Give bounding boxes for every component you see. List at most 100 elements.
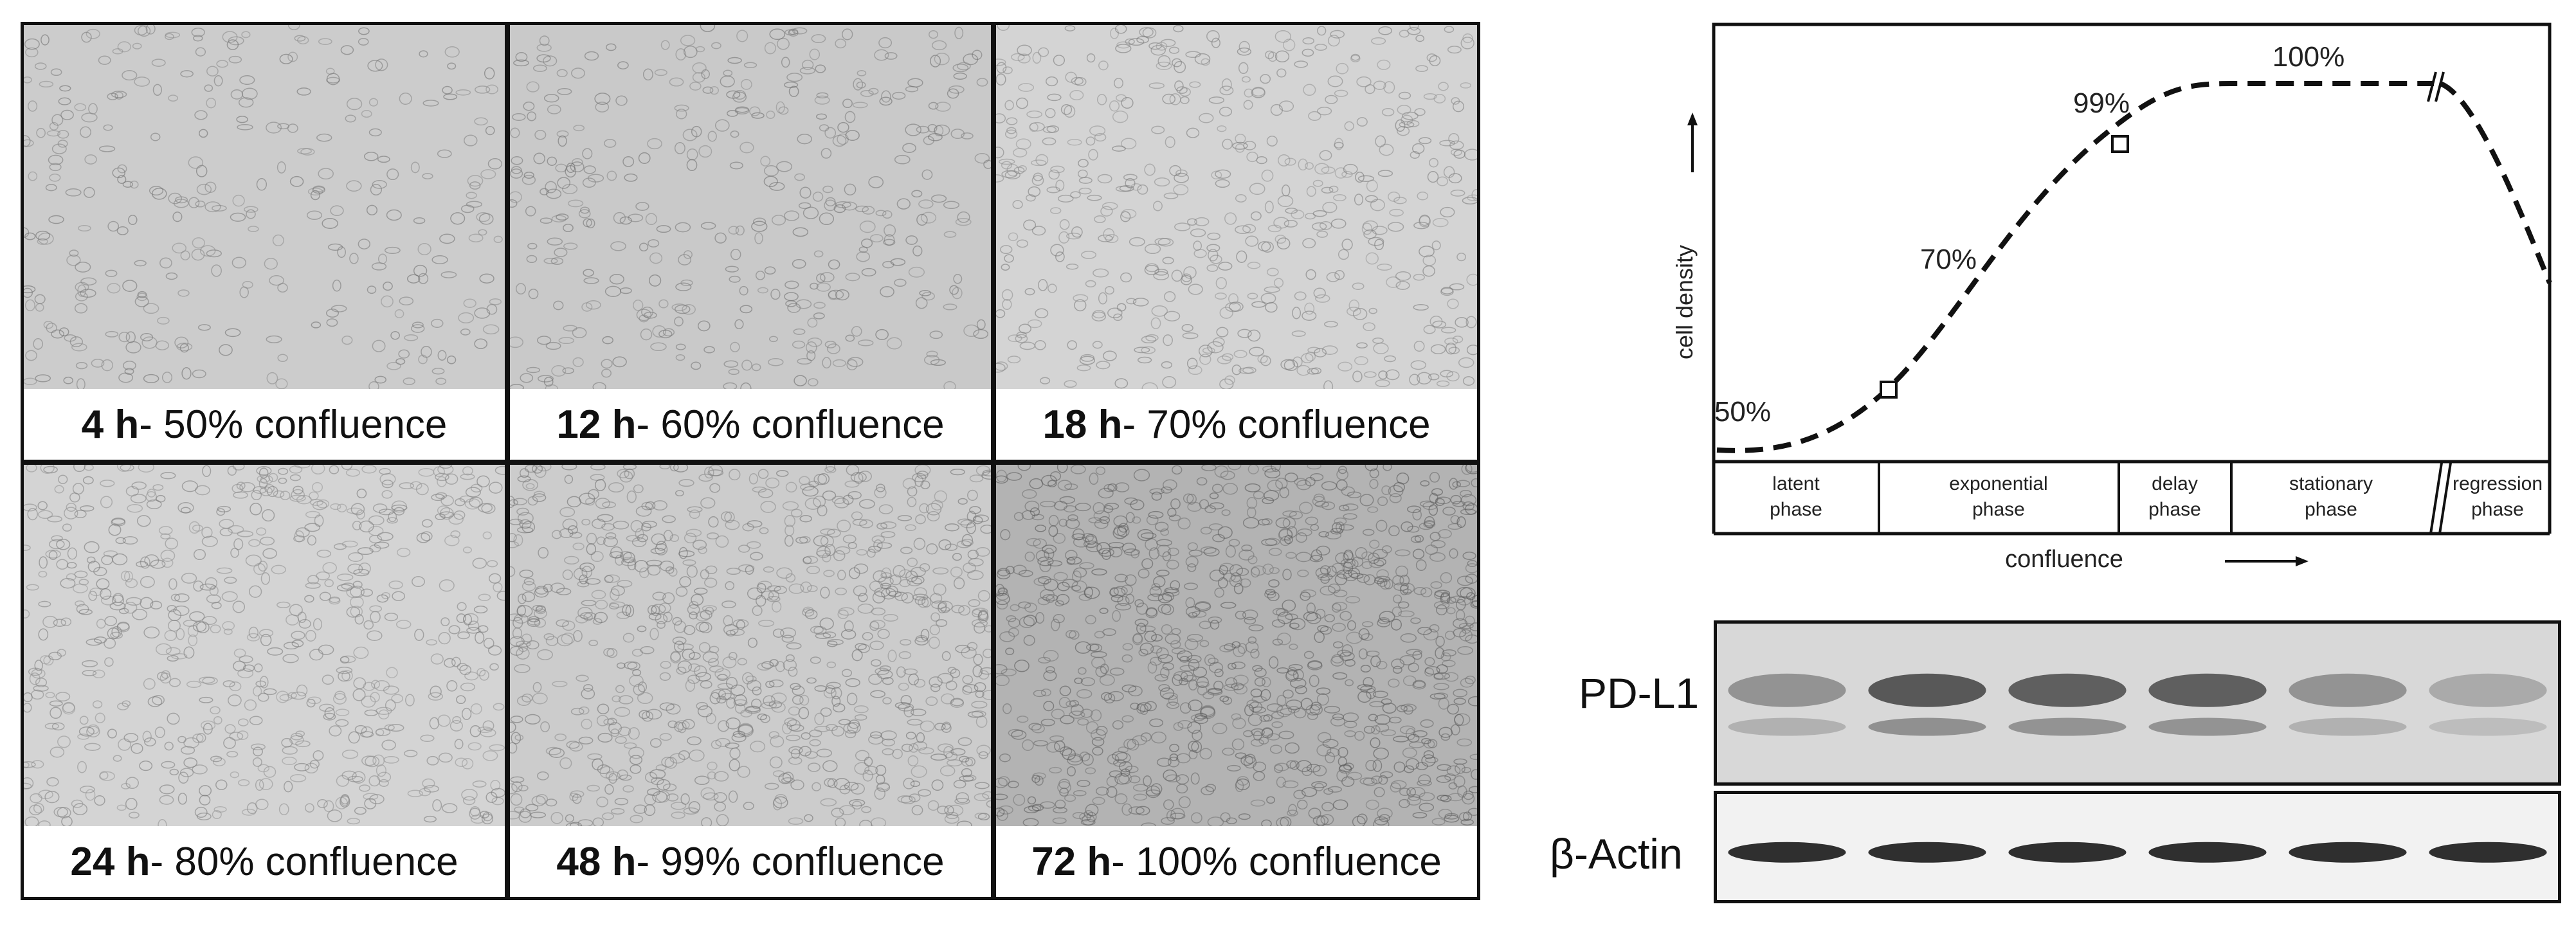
cell bbox=[291, 631, 305, 640]
cell bbox=[107, 221, 120, 232]
cell bbox=[1016, 97, 1028, 109]
cell bbox=[174, 336, 189, 348]
cell bbox=[686, 565, 698, 578]
cell bbox=[151, 187, 167, 200]
cell bbox=[642, 68, 653, 81]
cell bbox=[1156, 61, 1172, 70]
cell bbox=[1362, 621, 1374, 627]
cell bbox=[1429, 315, 1443, 328]
cell bbox=[659, 702, 675, 711]
cell bbox=[1388, 678, 1400, 688]
cell bbox=[1096, 542, 1111, 555]
cell bbox=[37, 510, 53, 519]
cell bbox=[1377, 59, 1391, 70]
time-label: 18 h bbox=[1042, 402, 1123, 447]
cell bbox=[1398, 91, 1411, 100]
cell bbox=[1373, 747, 1389, 760]
cell bbox=[1357, 175, 1375, 182]
cell bbox=[191, 248, 205, 261]
cell bbox=[1313, 493, 1325, 502]
cell bbox=[352, 689, 366, 701]
cell bbox=[464, 498, 481, 510]
cell bbox=[358, 239, 370, 249]
cell bbox=[147, 489, 156, 498]
cell bbox=[978, 751, 988, 759]
cell bbox=[673, 465, 689, 473]
cell bbox=[1440, 206, 1455, 218]
cell bbox=[669, 465, 679, 472]
cell bbox=[311, 482, 323, 492]
cell bbox=[63, 376, 73, 384]
cell bbox=[227, 465, 237, 476]
cell bbox=[1176, 784, 1188, 794]
cell bbox=[1289, 644, 1298, 650]
cell bbox=[48, 539, 65, 550]
cell bbox=[100, 595, 116, 606]
cell bbox=[1095, 466, 1106, 475]
cell bbox=[117, 41, 131, 53]
cell bbox=[1406, 787, 1416, 797]
cell bbox=[554, 733, 567, 741]
cell bbox=[747, 680, 761, 692]
cell bbox=[347, 818, 361, 825]
cell bbox=[522, 591, 536, 602]
cell bbox=[549, 748, 565, 758]
cell bbox=[510, 636, 525, 647]
cell bbox=[1219, 378, 1234, 389]
cell bbox=[1114, 77, 1123, 89]
cell bbox=[868, 176, 884, 188]
cell bbox=[900, 638, 912, 646]
cell bbox=[1321, 345, 1338, 355]
cell bbox=[1157, 654, 1174, 663]
cell bbox=[80, 505, 95, 512]
cell bbox=[124, 570, 133, 582]
cell bbox=[463, 298, 476, 308]
cell bbox=[1219, 107, 1233, 117]
cell bbox=[423, 785, 440, 793]
cell bbox=[374, 375, 386, 384]
cell bbox=[1391, 780, 1407, 789]
cell bbox=[370, 184, 383, 195]
cell bbox=[391, 500, 407, 513]
cell bbox=[532, 465, 543, 474]
cell bbox=[1393, 594, 1402, 604]
cell bbox=[1312, 179, 1323, 187]
cell bbox=[439, 465, 453, 469]
cell bbox=[790, 509, 803, 518]
cell bbox=[1469, 753, 1477, 761]
cell bbox=[601, 368, 612, 378]
cell bbox=[1055, 251, 1065, 262]
cell bbox=[675, 282, 692, 291]
cell bbox=[902, 143, 916, 153]
cell bbox=[1121, 654, 1133, 663]
cell bbox=[1419, 246, 1435, 258]
cell bbox=[1334, 573, 1347, 586]
cell bbox=[912, 741, 927, 751]
cell bbox=[300, 148, 315, 156]
cell bbox=[199, 129, 208, 138]
cell bbox=[534, 587, 549, 598]
cell bbox=[75, 600, 85, 607]
cell bbox=[660, 661, 671, 669]
cell bbox=[1444, 815, 1460, 823]
cell bbox=[224, 724, 236, 734]
cell bbox=[412, 576, 425, 588]
cell bbox=[974, 152, 990, 164]
cell bbox=[1426, 53, 1437, 62]
cell bbox=[864, 766, 878, 775]
time-label: 4 h bbox=[81, 402, 140, 447]
cell bbox=[1160, 667, 1170, 679]
cell bbox=[604, 784, 614, 795]
cell bbox=[422, 778, 435, 789]
micrograph-caption: 18 h - 70% confluence bbox=[996, 389, 1477, 460]
cell bbox=[1114, 25, 1127, 34]
cell bbox=[954, 797, 970, 805]
cell bbox=[703, 792, 719, 801]
cell bbox=[24, 139, 34, 147]
cell bbox=[609, 273, 624, 285]
cell bbox=[1141, 346, 1156, 354]
cell bbox=[814, 712, 825, 725]
cell bbox=[34, 62, 47, 70]
cell bbox=[1323, 321, 1338, 328]
cell bbox=[522, 175, 536, 185]
